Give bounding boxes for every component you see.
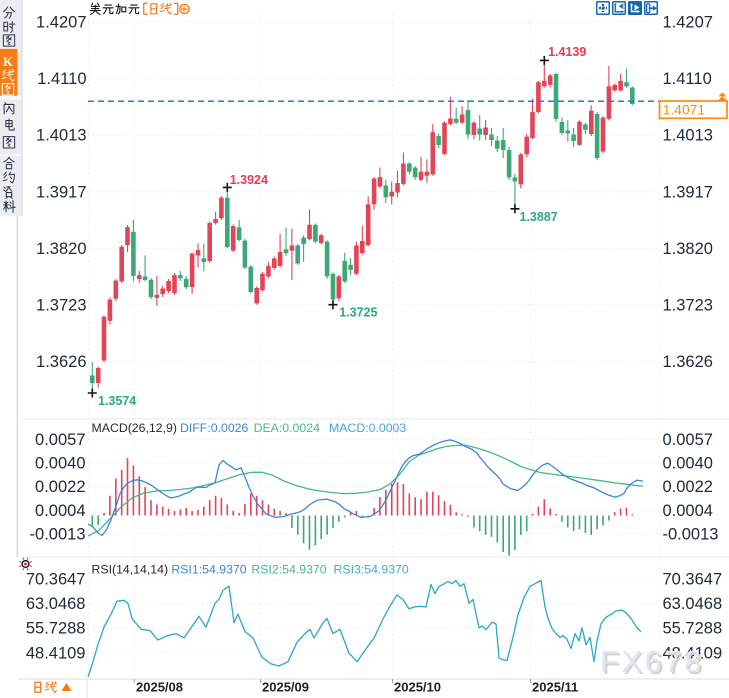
svg-text:1.4139: 1.4139: [548, 45, 586, 59]
svg-text:1.4207: 1.4207: [663, 14, 713, 32]
svg-text:RSI1:54.9370: RSI1:54.9370: [171, 563, 246, 577]
svg-text:0.0040: 0.0040: [35, 455, 85, 473]
svg-text:1.4110: 1.4110: [663, 70, 712, 88]
svg-text:1.3574: 1.3574: [98, 394, 136, 408]
svg-text:1.3725: 1.3725: [339, 306, 377, 320]
svg-text:1.3924: 1.3924: [230, 173, 268, 187]
svg-text:0.0022: 0.0022: [35, 478, 85, 496]
svg-text:1.4013: 1.4013: [36, 127, 86, 145]
svg-text:0.0004: 0.0004: [35, 502, 85, 520]
svg-text:1.3723: 1.3723: [663, 297, 713, 315]
svg-text:RSI(14,14,14): RSI(14,14,14): [92, 563, 169, 577]
svg-text:0.0022: 0.0022: [663, 478, 713, 496]
svg-text:-0.0013: -0.0013: [663, 525, 719, 543]
svg-text:1.3887: 1.3887: [520, 210, 558, 224]
svg-text:MACD:0.0003: MACD:0.0003: [329, 421, 406, 435]
svg-text:-0.0013: -0.0013: [30, 525, 86, 543]
svg-text:1.3917: 1.3917: [663, 183, 713, 201]
svg-text:1.4013: 1.4013: [663, 127, 713, 145]
svg-text:70.3647: 70.3647: [26, 570, 86, 588]
svg-text:48.4109: 48.4109: [663, 644, 723, 662]
svg-text:1.3723: 1.3723: [36, 297, 86, 315]
svg-text:FX678: FX678: [602, 646, 706, 681]
svg-text:55.7288: 55.7288: [26, 620, 86, 638]
svg-text:1.3820: 1.3820: [663, 240, 713, 258]
svg-text:63.0468: 63.0468: [663, 595, 723, 613]
svg-text:0.0057: 0.0057: [35, 431, 85, 449]
svg-text:1.3626: 1.3626: [663, 353, 713, 371]
svg-text:48.4109: 48.4109: [26, 644, 86, 662]
svg-text:K: K: [3, 55, 13, 69]
svg-text:MACD(26,12,9): MACD(26,12,9): [92, 421, 177, 435]
svg-text:1.3626: 1.3626: [36, 353, 86, 371]
svg-text:0.0040: 0.0040: [663, 455, 713, 473]
svg-text:RSI3:54.9370: RSI3:54.9370: [334, 563, 409, 577]
svg-text:1.4110: 1.4110: [37, 70, 86, 88]
svg-text:2025/09: 2025/09: [262, 680, 309, 695]
svg-text:1.4071: 1.4071: [663, 103, 705, 118]
svg-text:55.7288: 55.7288: [663, 620, 723, 638]
svg-text:2025/10: 2025/10: [394, 680, 441, 695]
svg-text:2025/08: 2025/08: [136, 680, 183, 695]
svg-text:2025/11: 2025/11: [532, 680, 578, 695]
svg-text:DEA:0.0024: DEA:0.0024: [254, 421, 320, 435]
svg-text:RSI2:54.9370: RSI2:54.9370: [251, 563, 326, 577]
svg-text:1.4207: 1.4207: [36, 14, 86, 32]
svg-text:0.0004: 0.0004: [663, 502, 713, 520]
svg-text:1.3917: 1.3917: [36, 183, 86, 201]
svg-text:70.3647: 70.3647: [663, 570, 723, 588]
svg-text:DIFF:0.0026: DIFF:0.0026: [180, 421, 249, 435]
svg-text:0.0057: 0.0057: [663, 431, 713, 449]
svg-text:1.3820: 1.3820: [36, 240, 86, 258]
svg-text:63.0468: 63.0468: [26, 595, 86, 613]
svg-text:FX678: FX678: [600, 644, 704, 679]
